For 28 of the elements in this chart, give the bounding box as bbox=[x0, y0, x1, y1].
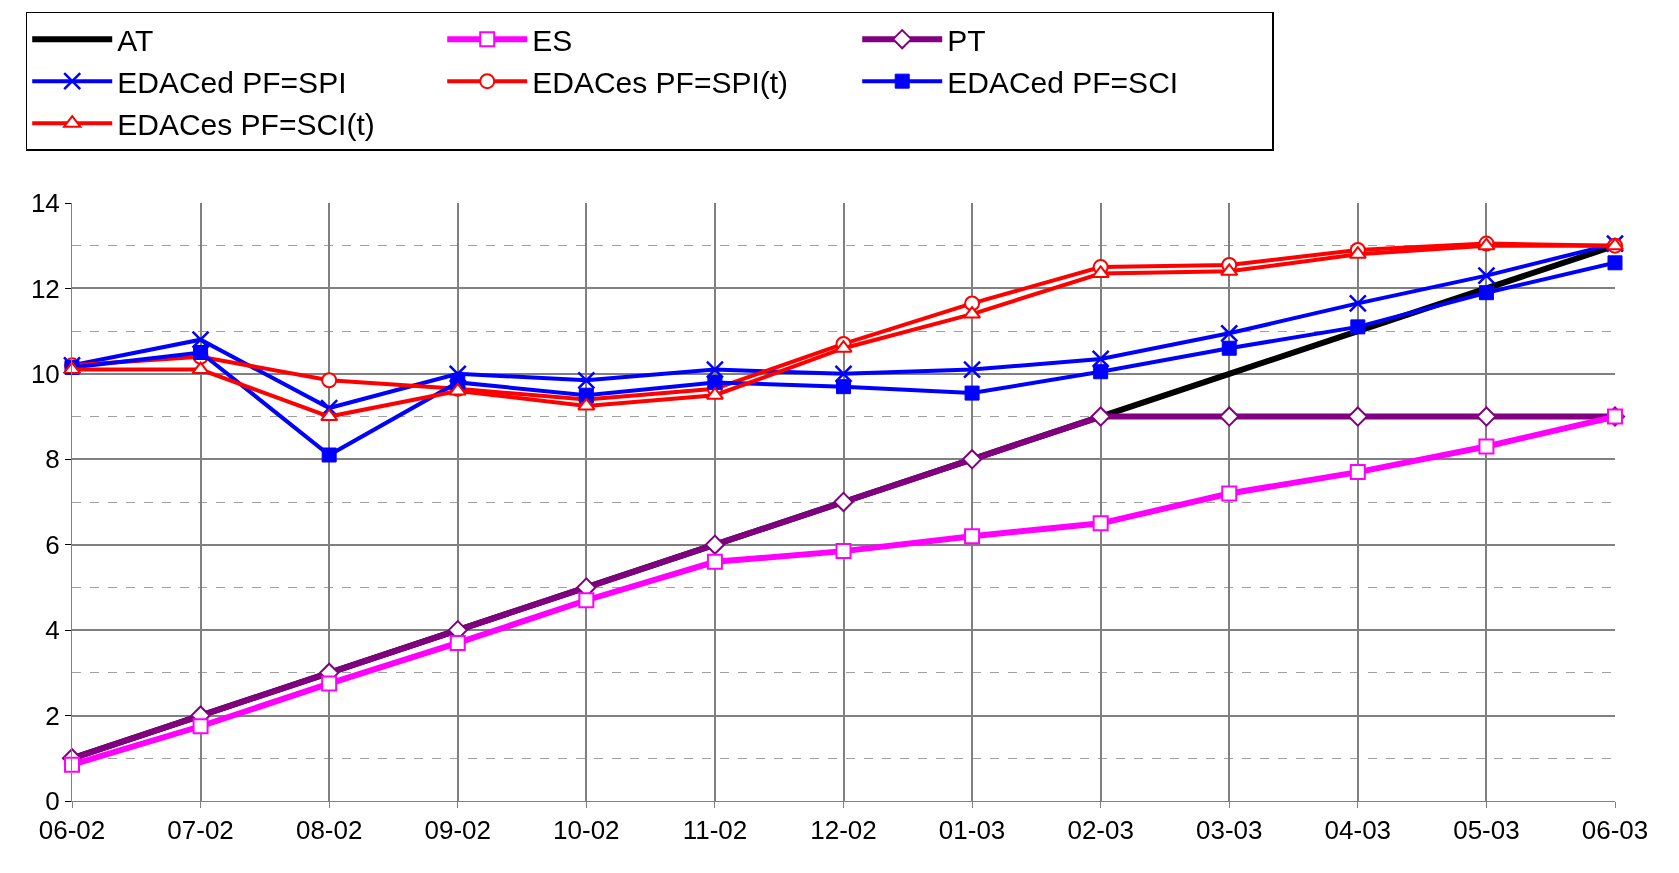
legend-label: EDACed PF=SCI bbox=[947, 65, 1179, 99]
x-tick-label: 04-03 bbox=[1324, 815, 1392, 846]
x-tick-label: 07-02 bbox=[167, 815, 234, 846]
legend-label: EDACes PF=SPI(t) bbox=[532, 65, 789, 99]
legend-label: EDACes PF=SCI(t) bbox=[117, 107, 375, 141]
x-tick-label: 06-03 bbox=[1581, 815, 1649, 846]
x-tick-label: 01-03 bbox=[938, 815, 1006, 846]
y-tick-label: 2 bbox=[45, 700, 60, 731]
x-tick-label: 09-02 bbox=[424, 815, 491, 846]
legend-label: ES bbox=[532, 23, 573, 57]
x-tick-label: 10-02 bbox=[553, 815, 620, 846]
x-tick-label: 03-03 bbox=[1196, 815, 1263, 846]
y-tick-label: 4 bbox=[45, 615, 60, 646]
x-tick-label: 11-02 bbox=[682, 815, 748, 846]
x-tick-label: 12-02 bbox=[810, 815, 877, 846]
legend-label: AT bbox=[117, 23, 154, 57]
y-tick-label: 14 bbox=[30, 188, 60, 219]
y-tick-label: 12 bbox=[30, 273, 60, 304]
y-tick-label: 6 bbox=[45, 529, 60, 560]
y-tick-label: 0 bbox=[45, 786, 60, 817]
legend-label: PT bbox=[947, 23, 986, 57]
y-tick-label: 10 bbox=[30, 358, 60, 389]
y-tick-label: 8 bbox=[45, 444, 60, 475]
x-tick-label: 02-03 bbox=[1067, 815, 1134, 846]
x-tick-label: 08-02 bbox=[295, 815, 363, 846]
x-tick-label: 05-03 bbox=[1453, 815, 1520, 846]
legend-label: EDACed PF=SPI bbox=[117, 65, 347, 99]
x-tick-label: 06-02 bbox=[38, 815, 106, 846]
